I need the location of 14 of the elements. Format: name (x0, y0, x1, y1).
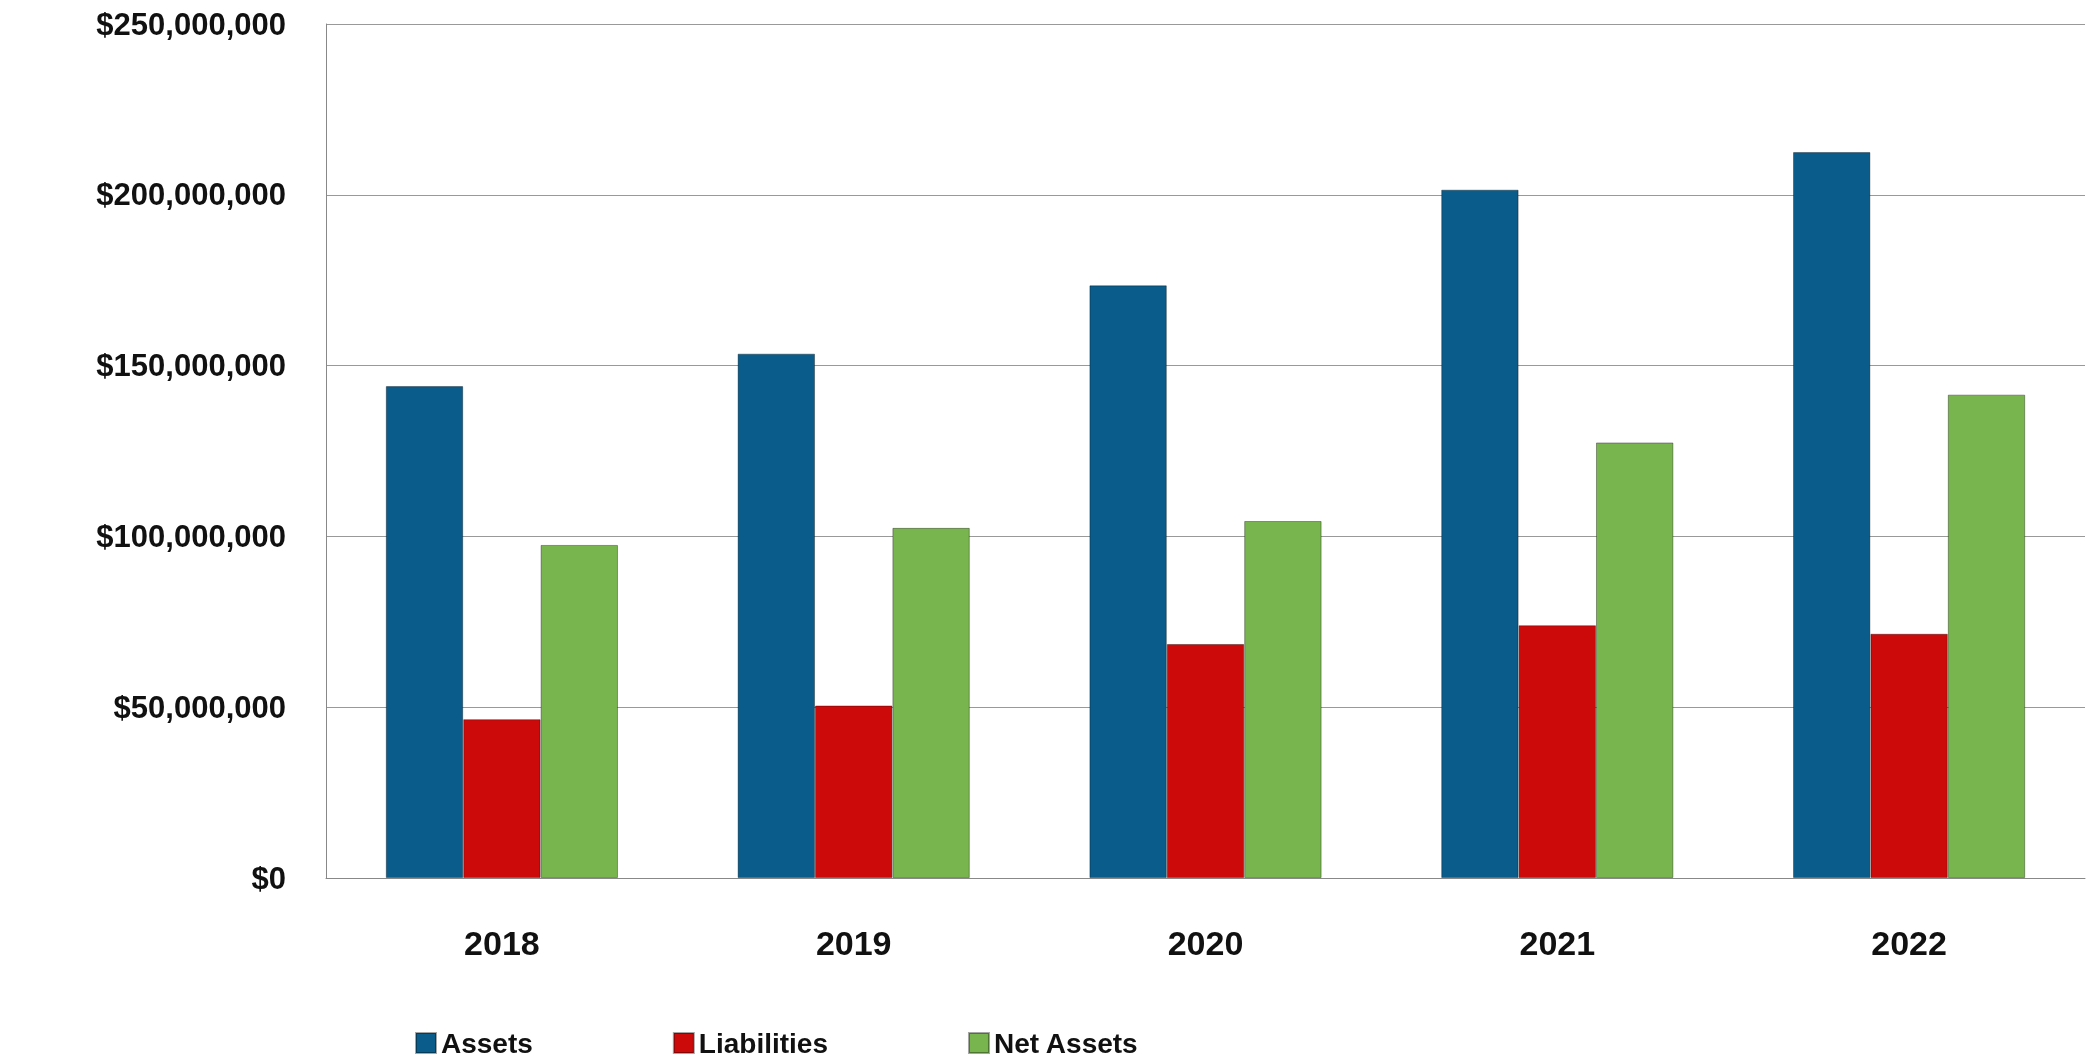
legend-label: Liabilities (698, 1027, 828, 1059)
y-tick-label: $50,000,000 (113, 689, 286, 725)
legend-label: Net Assets (993, 1027, 1138, 1059)
x-tick-label: 2019 (815, 924, 892, 962)
y-tick-label: $250,000,000 (96, 6, 286, 42)
x-tick-label: 2018 (464, 924, 540, 962)
x-tick-label: 2020 (1167, 924, 1244, 962)
x-tick-label: 2021 (1519, 924, 1596, 962)
y-tick-label: $0 (251, 860, 286, 896)
y-tick-label: $100,000,000 (96, 518, 286, 554)
y-tick-label: $150,000,000 (96, 348, 286, 384)
legend-label: Assets (441, 1027, 533, 1059)
y-tick-label: $200,000,000 (96, 177, 286, 213)
x-tick-label: 2022 (1871, 924, 1947, 962)
